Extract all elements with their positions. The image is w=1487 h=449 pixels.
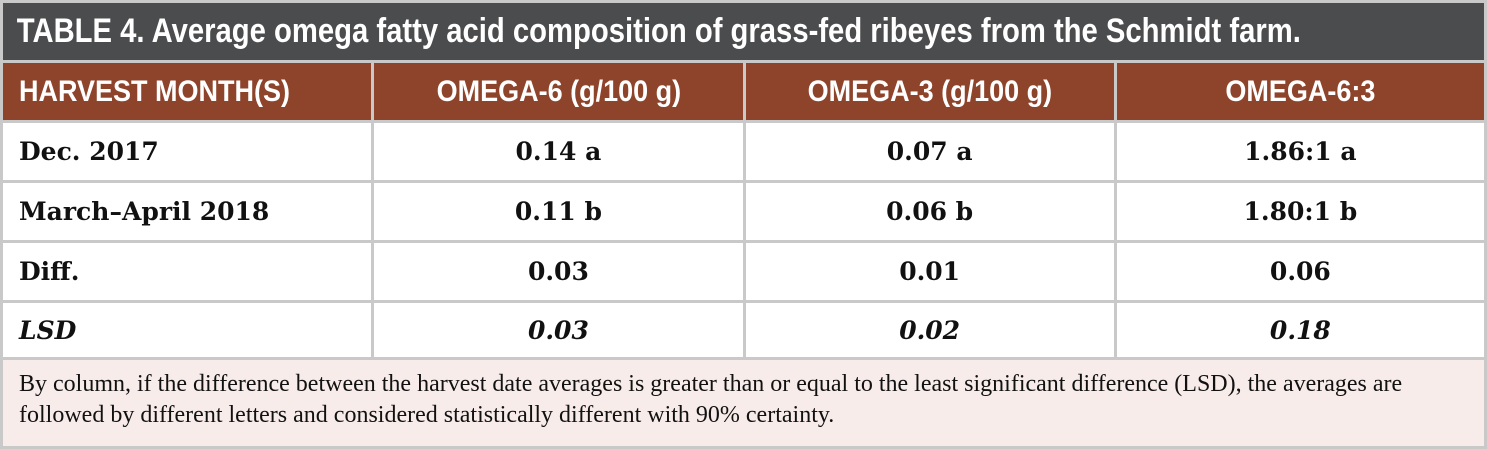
row-label: Diff. xyxy=(3,243,372,300)
cell-ratio: 1.80:1 b xyxy=(1116,183,1484,240)
header-ratio: OMEGA-6:3 xyxy=(1116,63,1484,120)
header-label: OMEGA-6:3 xyxy=(1225,74,1376,108)
cell-omega6: 0.03 xyxy=(374,243,743,300)
row-label: Dec. 2017 xyxy=(3,123,372,180)
table-row-lsd: LSD 0.03 0.02 0.18 xyxy=(3,303,1484,357)
row-label: March–April 2018 xyxy=(3,183,372,240)
cell-omega3: 0.02 xyxy=(745,303,1114,357)
header-row: HARVEST MONTH(S) OMEGA-6 (g/100 g) OMEGA… xyxy=(3,63,1484,120)
cell-ratio: 1.86:1 a xyxy=(1116,123,1484,180)
table-title: TABLE 4. Average omega fatty acid compos… xyxy=(3,3,1484,60)
cell-omega3: 0.07 a xyxy=(745,123,1114,180)
header-label: OMEGA-6 (g/100 g) xyxy=(436,74,681,108)
header-omega6: OMEGA-6 (g/100 g) xyxy=(374,63,743,120)
cell-omega6: 0.14 a xyxy=(374,123,743,180)
cell-omega3: 0.01 xyxy=(745,243,1114,300)
header-label: HARVEST MONTH(S) xyxy=(19,74,291,108)
table-row: March–April 2018 0.11 b 0.06 b 1.80:1 b xyxy=(3,183,1484,240)
table-row: Diff. 0.03 0.01 0.06 xyxy=(3,243,1484,300)
header-label: OMEGA-3 (g/100 g) xyxy=(807,74,1052,108)
cell-ratio: 0.06 xyxy=(1116,243,1484,300)
cell-omega6: 0.03 xyxy=(374,303,743,357)
row-label: LSD xyxy=(3,303,372,357)
table-footnote: By column, if the difference between the… xyxy=(3,360,1484,446)
header-harvest-months: HARVEST MONTH(S) xyxy=(3,63,372,120)
table-title-text: TABLE 4. Average omega fatty acid compos… xyxy=(16,12,1301,50)
table-row: Dec. 2017 0.14 a 0.07 a 1.86:1 a xyxy=(3,123,1484,180)
header-omega3: OMEGA-3 (g/100 g) xyxy=(745,63,1114,120)
cell-omega3: 0.06 b xyxy=(745,183,1114,240)
cell-ratio: 0.18 xyxy=(1116,303,1484,357)
cell-omega6: 0.11 b xyxy=(374,183,743,240)
